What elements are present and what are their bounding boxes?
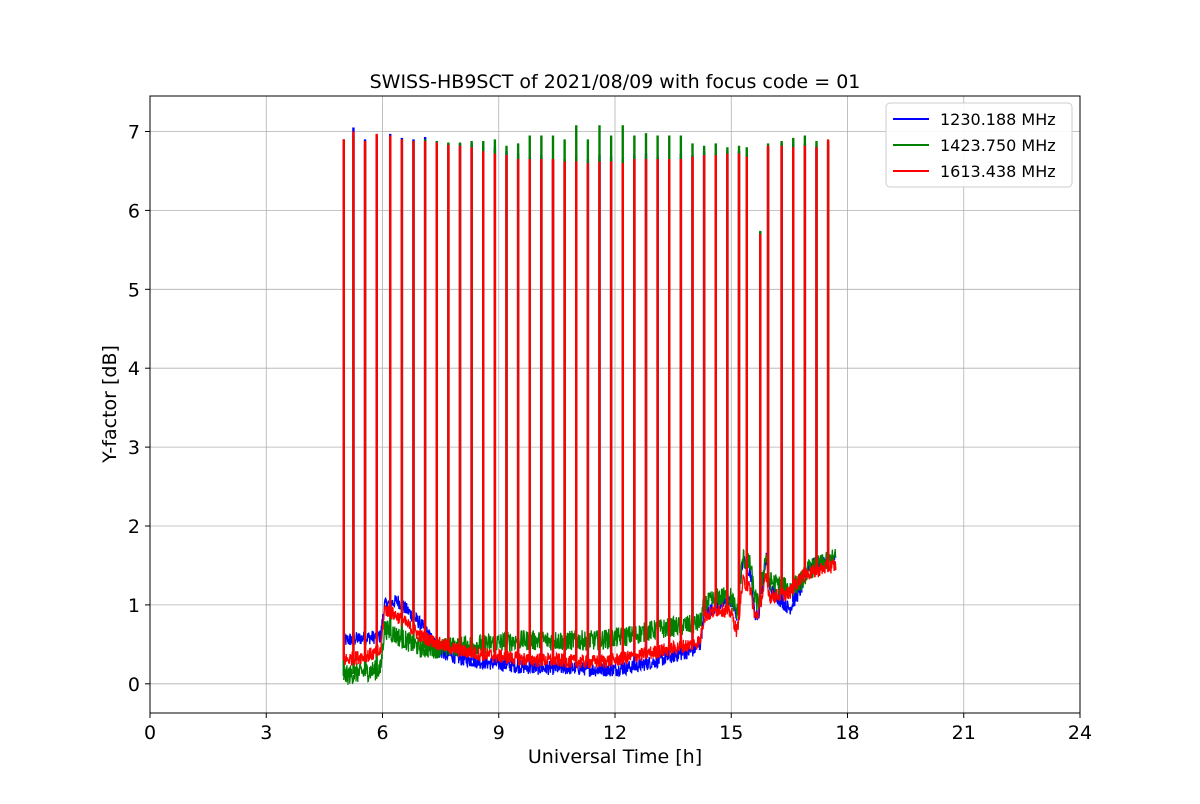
legend-label-1613-mhz: 1613.438 MHz	[940, 162, 1056, 181]
x-tick-label: 12	[603, 722, 627, 744]
series-1613-mhz	[342, 131, 837, 669]
chart-title: SWISS-HB9SCT of 2021/08/09 with focus co…	[370, 71, 861, 93]
y-tick-label: 4	[128, 358, 140, 380]
x-tick-label: 6	[376, 722, 388, 744]
y-tick-label: 6	[128, 200, 140, 222]
x-tick-label: 21	[952, 722, 976, 744]
legend: 1230.188 MHz 1423.750 MHz 1613.438 MHz	[885, 102, 1073, 188]
series-baseline-line	[343, 548, 837, 685]
y-tick-label: 2	[128, 516, 140, 538]
y-tick-label: 5	[128, 279, 140, 301]
y-tick-label: 7	[128, 122, 140, 144]
legend-label-1230-mhz: 1230.188 MHz	[940, 110, 1056, 129]
x-tick-label: 0	[144, 722, 156, 744]
y-axis-label: Y-factor [dB]	[99, 345, 121, 464]
x-tick-label: 24	[1068, 722, 1092, 744]
y-tick-label: 0	[128, 674, 140, 696]
x-tick-label: 9	[493, 722, 505, 744]
y-tick-label: 3	[128, 437, 140, 459]
x-tick-label: 3	[260, 722, 272, 744]
x-axis-label: Universal Time [h]	[528, 746, 702, 768]
x-tick-label: 15	[719, 722, 743, 744]
y-tick-label: 1	[128, 595, 140, 617]
legend-box	[885, 102, 1073, 188]
series-layer	[342, 125, 837, 685]
legend-label-1423-mhz: 1423.750 MHz	[940, 136, 1056, 155]
x-tick-label: 18	[835, 722, 859, 744]
